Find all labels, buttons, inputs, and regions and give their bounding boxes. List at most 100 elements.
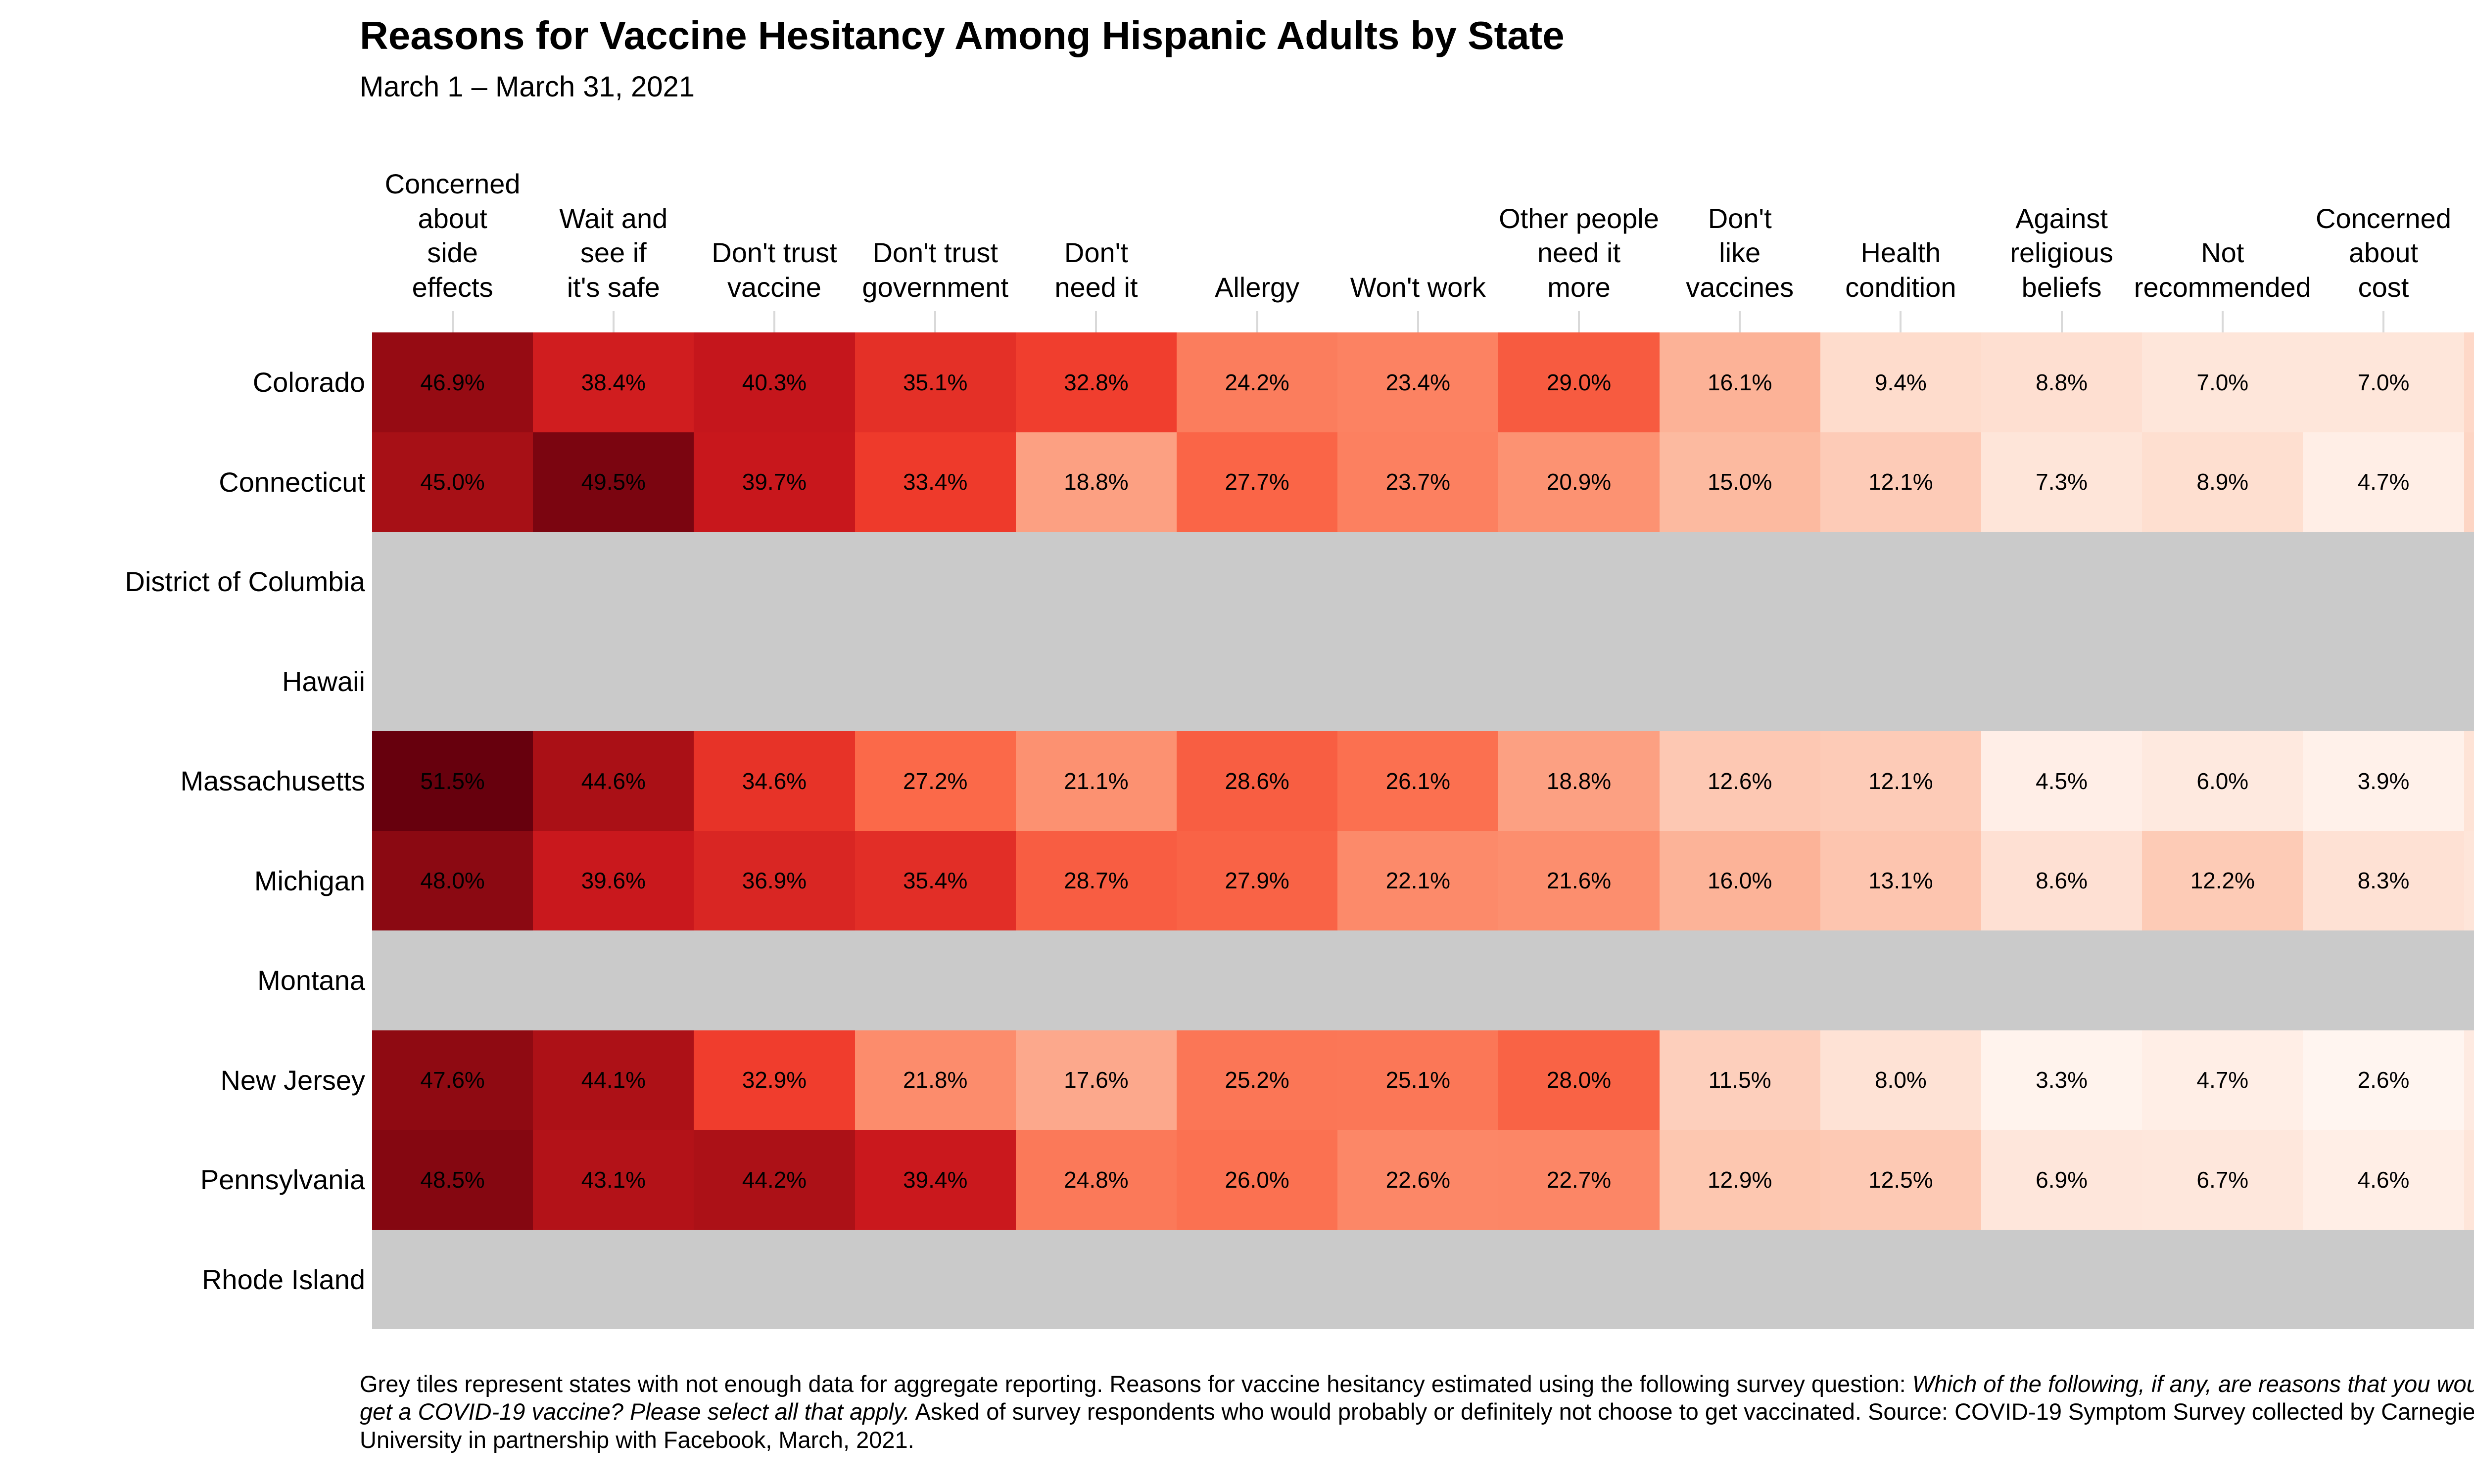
column-axis-tick [1256, 311, 1258, 332]
cell-value: 3.3% [2036, 1067, 2088, 1093]
column-header-line: effects [412, 271, 493, 303]
column-header-line: Concerned [384, 168, 521, 200]
cell-value: 26.1% [1385, 768, 1450, 794]
column-header-line: Don't trust [872, 237, 998, 269]
column-header-line: side [427, 237, 478, 269]
heatmap-cell [1337, 532, 1499, 632]
cell-value: 26.0% [1225, 1166, 1289, 1193]
heatmap-cell: 25.2% [1177, 1030, 1338, 1130]
heatmap-cell [2142, 1229, 2303, 1329]
heatmap-cell: 4.6% [2303, 1130, 2464, 1230]
cell-value: 7.3% [2036, 469, 2088, 495]
heatmap-cell: 20.9% [1498, 432, 1660, 532]
row-label: Rhode Island [201, 1263, 365, 1295]
heatmap-cell: 39.6% [533, 831, 694, 930]
row-label: Massachusetts [180, 765, 366, 797]
heatmap-cell [855, 1229, 1016, 1329]
heatmap-cell: 28.7% [1015, 831, 1177, 930]
heatmap-cell [533, 930, 694, 1030]
cell-value: 16.1% [1707, 369, 1772, 395]
cell-value: 22.1% [1385, 868, 1450, 894]
heatmap-cell [1177, 1229, 1338, 1329]
cell-value: 2.6% [2357, 1067, 2410, 1093]
heatmap-cell [1659, 631, 1820, 731]
heatmap-cell: 10.5% [2464, 432, 2474, 532]
heatmap-cell [372, 930, 533, 1030]
heatmap-cell [2303, 930, 2464, 1030]
column-header-line: condition [1845, 271, 1956, 303]
column-axis-tick [612, 311, 615, 332]
cell-value: 12.5% [1868, 1166, 1933, 1193]
cell-value: 7.0% [2357, 369, 2410, 395]
column-header-line: it's safe [567, 271, 660, 303]
heatmap-cell: 11.5% [1659, 1030, 1820, 1130]
heatmap-cell: 23.4% [1337, 332, 1499, 432]
heatmap-cell [2464, 930, 2474, 1030]
cell-value: 8.0% [1874, 1067, 1927, 1093]
cell-value: 20.9% [1546, 469, 1612, 495]
column-axis-tick [451, 311, 454, 332]
heatmap-cell [372, 631, 533, 731]
heatmap-cell: 22.1% [1337, 831, 1499, 930]
heatmap-cell: 12.6% [1659, 731, 1820, 831]
page-title: Reasons for Vaccine Hesitancy Among Hisp… [360, 13, 1565, 57]
heatmap-cell: 3.3% [1981, 1030, 2142, 1130]
heatmap-cell [2142, 532, 2303, 632]
cell-value: 44.1% [581, 1067, 646, 1093]
heatmap-cell: 4.7% [2142, 1030, 2303, 1130]
cell-value: 11.5% [1708, 1067, 1771, 1093]
column-axis-tick [1417, 311, 1419, 332]
cell-value: 16.0% [1707, 868, 1772, 894]
cell-value: 8.9% [2196, 469, 2249, 495]
heatmap-cell: 6.9% [1981, 1130, 2142, 1230]
heatmap-cell: 33.4% [855, 432, 1016, 532]
heatmap-cell [1337, 930, 1499, 1030]
heatmap-cell: 44.2% [694, 1130, 855, 1230]
heatmap-cell [1177, 631, 1338, 731]
heatmap-cell [1177, 930, 1338, 1030]
column-axis-tick [2060, 311, 2063, 332]
column-axis-tick [1095, 311, 1097, 332]
heatmap-cell [694, 631, 855, 731]
column-header-line: Don't [1708, 202, 1772, 234]
heatmap-cell: 12.5% [1820, 1130, 1981, 1230]
page-subtitle: March 1 – March 31, 2021 [360, 71, 695, 103]
heatmap-cell [2303, 532, 2464, 632]
column-header-line: Allergy [1215, 271, 1300, 303]
cell-value: 21.6% [1546, 868, 1612, 894]
heatmap-cell: 5.7% [2464, 1030, 2474, 1130]
heatmap-cell [1820, 1229, 1981, 1329]
column-header: Allergy [1164, 166, 1350, 304]
cell-value: 4.6% [2357, 1166, 2410, 1193]
heatmap-cell: 26.0% [1177, 1130, 1338, 1230]
heatmap-cell: 27.2% [855, 731, 1016, 831]
heatmap-cell [1015, 532, 1177, 632]
column-header: Concerned about cost [2290, 166, 2474, 304]
cell-value: 43.1% [581, 1166, 646, 1193]
column-header-line: government [862, 271, 1009, 303]
cell-value: 3.9% [2357, 768, 2410, 794]
cell-value: 22.7% [1546, 1166, 1612, 1193]
cell-value: 35.4% [903, 868, 968, 894]
heatmap-cell: 32.9% [694, 1030, 855, 1130]
heatmap-cell: 28.0% [1498, 1030, 1660, 1130]
heatmap-cell: 7.0% [2142, 332, 2303, 432]
heatmap-cell: 7.3% [1981, 432, 2142, 532]
heatmap-cell: 7.0% [2303, 332, 2464, 432]
cell-value: 21.1% [1064, 768, 1129, 794]
heatmap-cell: 6.0% [2142, 731, 2303, 831]
heatmap-cell: 15.0% [1659, 432, 1820, 532]
column-header-line: vaccine [727, 271, 821, 303]
heatmap-cell [1177, 532, 1338, 632]
cell-value: 6.9% [2036, 1166, 2088, 1193]
heatmap-cell: 3.9% [2303, 731, 2464, 831]
heatmap-cell [1981, 532, 2142, 632]
heatmap-cell [1820, 631, 1981, 731]
heatmap-cell: 36.9% [694, 831, 855, 930]
heatmap-cell: 26.1% [1337, 731, 1499, 831]
heatmap-cell: 7.8% [2464, 731, 2474, 831]
cell-value: 34.6% [742, 768, 807, 794]
heatmap-cell [2142, 930, 2303, 1030]
column-header-line: Won't work [1350, 271, 1486, 303]
column-axis-tick [1578, 311, 1580, 332]
